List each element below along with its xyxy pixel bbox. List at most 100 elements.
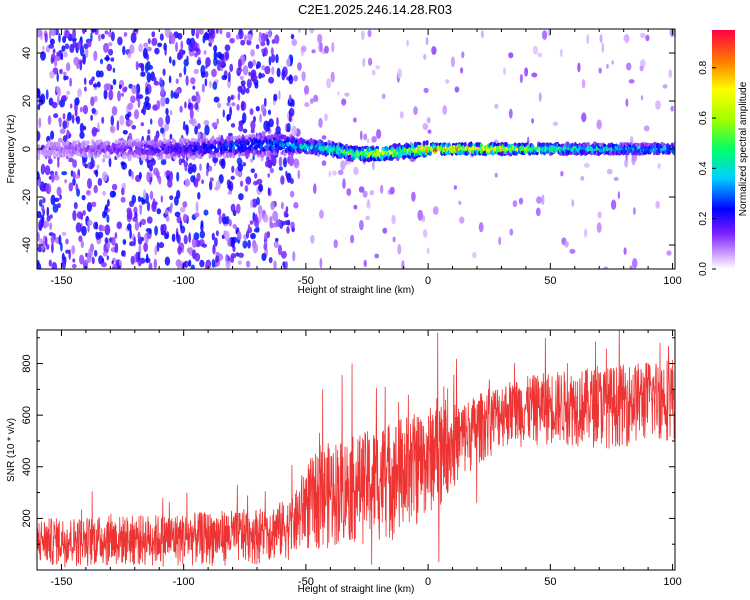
spectrogram-cell — [254, 82, 259, 89]
spectrogram-cell — [360, 130, 363, 141]
spectrogram-cell — [542, 30, 548, 40]
spectrogram-cell — [49, 38, 55, 45]
spectrogram-cell — [45, 89, 49, 100]
spectrogram-cell — [292, 251, 296, 262]
spectrogram-cell — [117, 90, 121, 102]
spectrogram-cell — [140, 71, 146, 77]
spectrogram-cell — [211, 258, 216, 268]
spectrogram-ridge-cell — [189, 147, 193, 151]
spectrogram-cell — [580, 176, 585, 181]
spectrogram-cell — [564, 241, 569, 248]
spectrogram-cell — [129, 241, 135, 247]
spectrogram-cell — [123, 32, 128, 37]
spectrogram-ridge-cell — [428, 151, 432, 155]
spectrogram-cell — [120, 196, 126, 203]
spectrogram-cell — [37, 232, 40, 242]
spectrogram-cell — [58, 33, 61, 43]
spectrogram-cell — [450, 56, 455, 68]
spectrogram-cell — [291, 38, 298, 47]
spectrogram-cell — [432, 206, 439, 215]
spectrogram-cell — [230, 253, 237, 259]
spectrogram-cell — [283, 157, 287, 168]
spectrogram-cell — [138, 171, 142, 180]
spectrogram-cell — [655, 100, 661, 110]
spectrogram-cell — [291, 125, 298, 137]
colorbar-label: Normalized spectral amplitude — [738, 81, 749, 216]
spectrogram-cell — [229, 37, 235, 44]
spectrogram-ridge-cell — [295, 137, 299, 141]
spectrogram-cell — [82, 104, 88, 115]
spectrogram-cell — [49, 222, 53, 231]
spectrogram-cell — [230, 94, 234, 101]
spectrogram-cell — [93, 50, 98, 61]
spectrogram-cell — [95, 169, 99, 178]
spectrogram-cell — [79, 122, 84, 134]
spectrogram-ridge-cell — [264, 145, 268, 149]
spectrogram-cell — [240, 180, 244, 187]
spectrogram-cell — [304, 85, 310, 95]
y-tick-label: 800 — [21, 354, 33, 372]
spectrogram-cell — [217, 102, 222, 109]
spectrogram-cell — [176, 234, 181, 244]
spectrogram-cell — [274, 34, 280, 44]
spectrogram-cell — [38, 199, 43, 207]
spectrogram-cell — [340, 160, 346, 171]
spectrogram-cell — [571, 199, 575, 207]
x-tick-label: 0 — [425, 275, 431, 287]
spectrogram-cell — [140, 122, 144, 127]
spectrogram-cell — [59, 68, 63, 75]
spectrogram-cell — [122, 130, 128, 135]
spectrogram-cell — [120, 161, 125, 166]
spectrogram-cell — [361, 30, 365, 41]
spectrogram-ridge-cell — [94, 146, 98, 151]
spectrogram-cell — [238, 252, 244, 258]
spectrogram-cell — [83, 43, 89, 49]
spectrogram-cell — [95, 221, 98, 230]
spectrogram-cell — [231, 165, 235, 173]
spectrogram-cell — [238, 193, 244, 201]
spectrogram-cell — [228, 181, 234, 192]
spectrogram-cell — [248, 71, 251, 77]
spectrogram-cell — [498, 236, 502, 246]
spectrogram-cell — [44, 165, 51, 176]
spectrogram-cell — [293, 202, 299, 209]
spectrogram-ridge-cell — [236, 144, 240, 148]
spectrogram-cell — [267, 173, 271, 178]
spectrogram-cell — [97, 81, 101, 88]
spectrogram-cell — [197, 192, 201, 200]
spectrogram-cell — [301, 71, 306, 82]
spectrogram-cell — [137, 98, 141, 109]
spectrogram-cell — [214, 186, 219, 191]
spectrogram-cell — [84, 86, 87, 92]
y-tick-label: -20 — [21, 189, 33, 205]
spectrogram-cell — [230, 123, 236, 128]
spectrogram-cell — [72, 171, 76, 179]
spectrogram-cell — [87, 219, 93, 226]
spectrogram-cell — [106, 214, 110, 223]
spectrogram-cell — [49, 214, 53, 219]
snr-y-axis-label: SNR (10 * v/v) — [6, 418, 17, 482]
spectrogram-cell — [227, 96, 231, 103]
spectrogram-cell — [82, 29, 86, 35]
spectrogram-cell — [122, 87, 127, 93]
x-tick-label: 100 — [663, 275, 681, 287]
spectrogram-cell — [185, 124, 189, 136]
spectrogram-cell — [90, 114, 93, 121]
spectrogram-cell — [372, 160, 375, 171]
spectrogram-cell — [417, 209, 424, 221]
spectrogram-cell — [560, 171, 564, 177]
spectrogram-cell — [190, 175, 196, 183]
spectrogram-ridge-cell — [139, 140, 143, 145]
spectrogram-cell — [103, 83, 110, 91]
spectrogram-cell — [104, 224, 111, 236]
spectrogram-cell — [93, 185, 98, 194]
spectrogram-cell — [397, 68, 402, 79]
spectrogram-cell — [47, 158, 53, 165]
spectrogram-cell — [342, 178, 346, 189]
spectrogram-cell — [453, 185, 457, 190]
spectrogram-cell — [110, 84, 114, 91]
spectrogram-cell — [255, 44, 260, 49]
spectrogram-cell — [216, 51, 223, 59]
spectrogram-cell — [293, 75, 299, 82]
